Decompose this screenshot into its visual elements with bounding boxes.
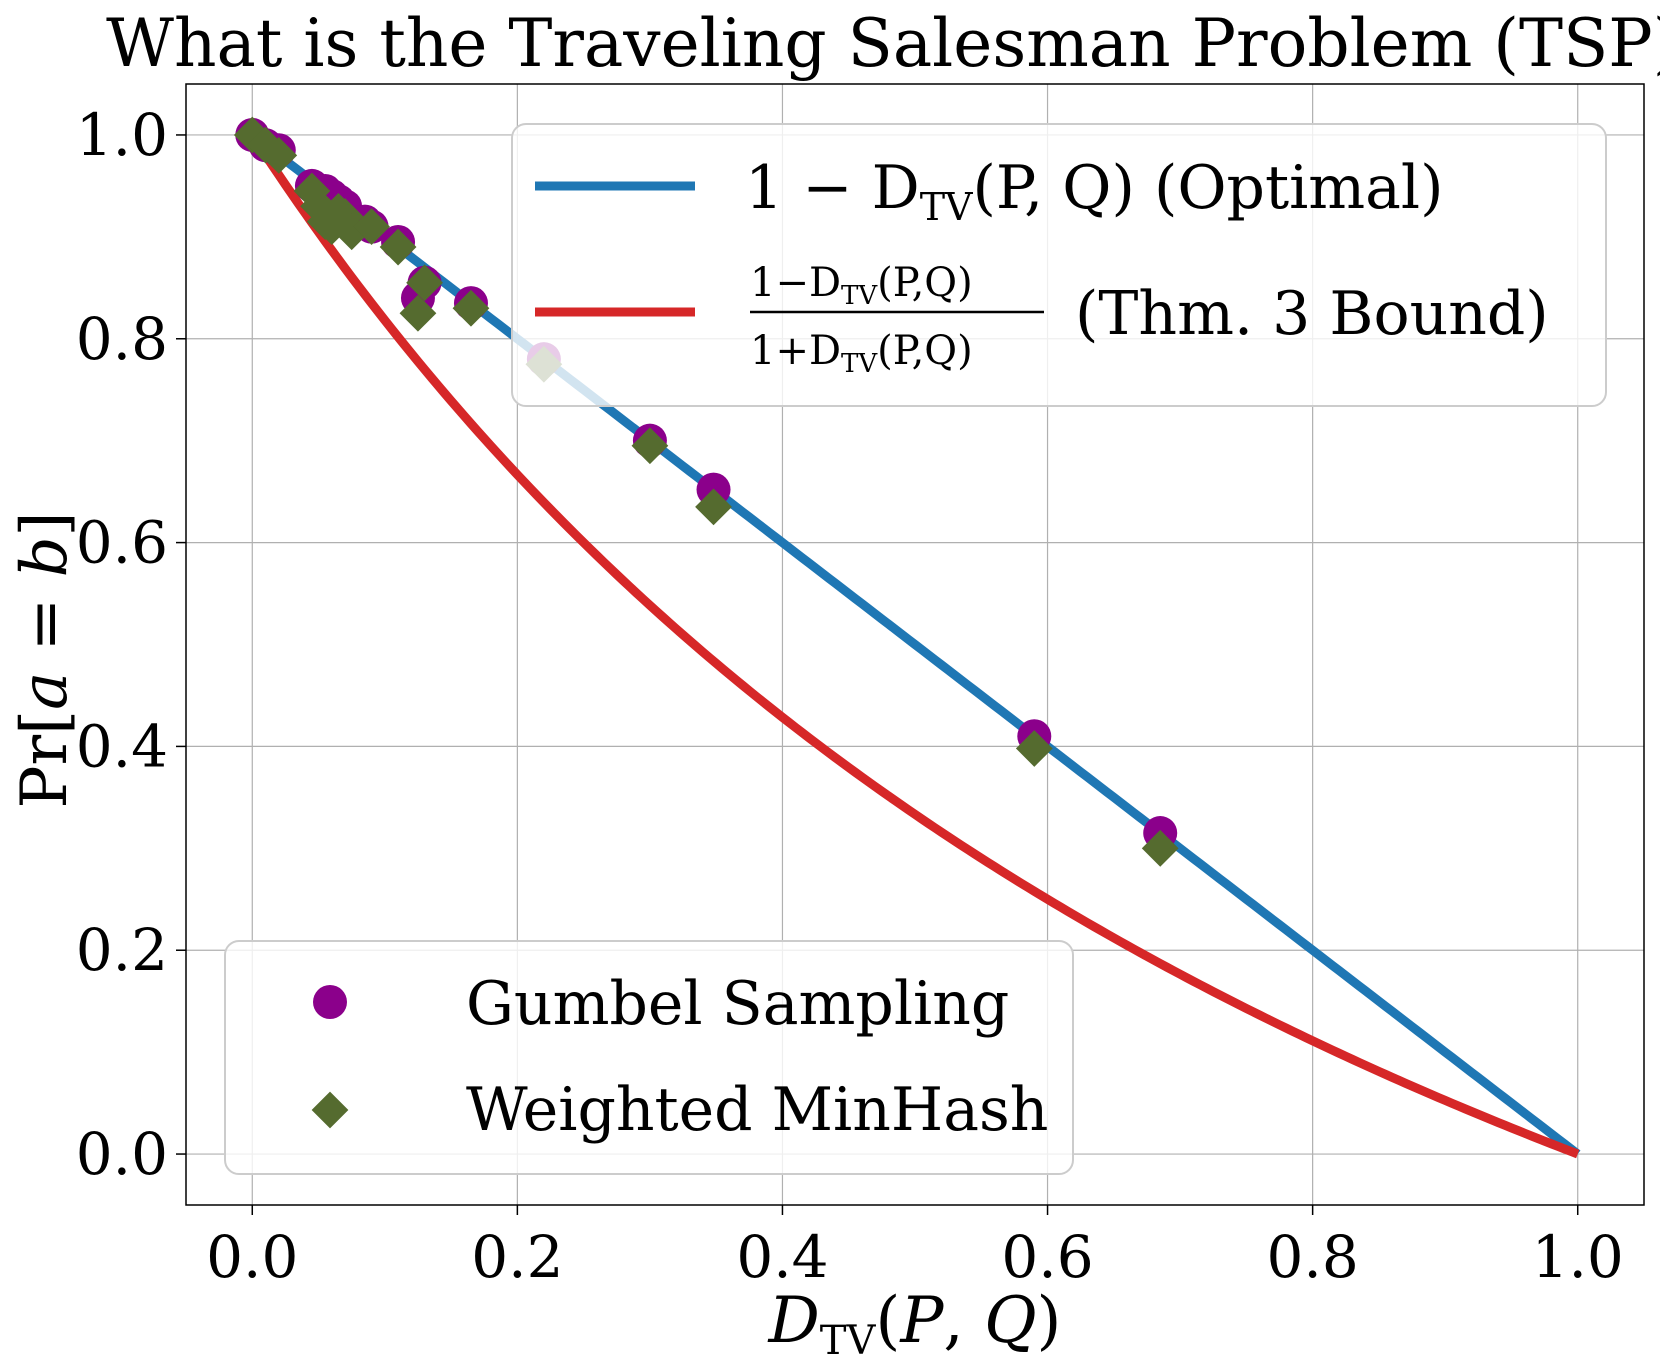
- legend-marker-minhash: [311, 1091, 349, 1129]
- y-tick-label: 0.4: [76, 712, 168, 780]
- minhash-point: [260, 136, 298, 174]
- minhash-point: [1141, 829, 1179, 867]
- legend-frac-denominator: 1+DTV(P,Q): [750, 328, 973, 379]
- legend-lines: 1 − DTV(P, Q) (Optimal) 1−DTV(P,Q) 1+DTV…: [511, 123, 1607, 407]
- y-axis-label: Pr[a = b]: [8, 511, 82, 808]
- x-tick-label: 0.4: [736, 1223, 828, 1291]
- legend-scatter-frame: [224, 940, 1074, 1175]
- minhash-point: [631, 427, 669, 465]
- y-tick-label: 0.6: [76, 509, 168, 577]
- legend-lines-frame: [511, 123, 1607, 407]
- minhash-point: [353, 208, 390, 246]
- chart-title: What is the Traveling Salesman Problem (…: [106, 5, 1660, 82]
- y-tick-label: 0.0: [76, 1120, 168, 1188]
- y-tick-label: 1.0: [76, 101, 168, 169]
- legend-scatter: Gumbel Sampling Weighted MinHash: [224, 940, 1074, 1175]
- y-tick-label: 0.8: [76, 305, 168, 373]
- x-axis-label: DTV(P, Q): [767, 1284, 1061, 1364]
- minhash-point: [452, 289, 490, 327]
- legend-frac-numerator: 1−DTV(P,Q): [750, 260, 973, 311]
- x-tick-label: 0.0: [206, 1223, 298, 1291]
- minhash-point: [406, 264, 443, 302]
- x-tick-label: 0.8: [1267, 1223, 1359, 1291]
- minhash-point: [379, 228, 417, 266]
- legend-marker-gumbel: [313, 985, 347, 1019]
- y-tick-label: 0.2: [76, 916, 168, 984]
- minhash-point: [399, 294, 437, 332]
- series-line-bound: [248, 132, 1580, 1159]
- legend-label-bound: (Thm. 3 Bound): [1075, 279, 1549, 349]
- axis-ticks: 0.0 0.2 0.4 0.6 0.8 1.0 0.0 0.2 0.4 0.6 0.8 1.0: [76, 101, 1624, 1291]
- plot-area: [185, 83, 1645, 1206]
- legend-label-optimal: 1 − DTV(P, Q) (Optimal): [745, 153, 1444, 229]
- x-tick-label: 0.2: [471, 1223, 563, 1291]
- minhash-point: [695, 488, 732, 526]
- legend-label-gumbel: Gumbel Sampling: [466, 969, 1009, 1039]
- x-tick-label: 0.6: [1001, 1223, 1093, 1291]
- minhash-point: [1015, 730, 1053, 767]
- x-tick-label: 1.0: [1532, 1223, 1624, 1291]
- legend-label-minhash: Weighted MinHash: [466, 1075, 1048, 1145]
